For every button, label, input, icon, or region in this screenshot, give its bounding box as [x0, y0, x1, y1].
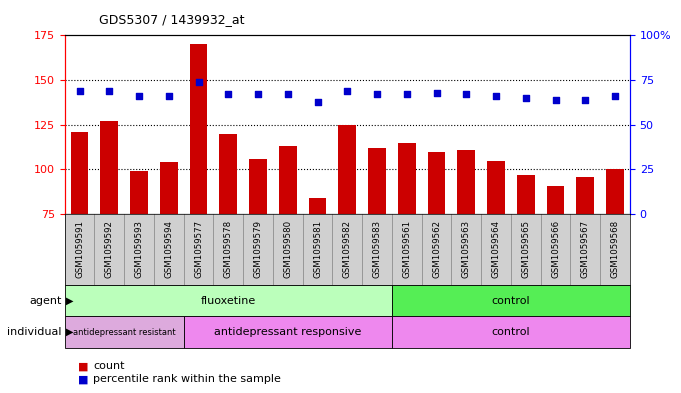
- Bar: [279, 146, 297, 214]
- Point: [312, 98, 323, 105]
- Bar: [130, 171, 148, 214]
- Text: GSM1059580: GSM1059580: [283, 220, 292, 278]
- Bar: [392, 285, 630, 316]
- Text: GSM1059592: GSM1059592: [105, 220, 114, 278]
- Point: [520, 95, 531, 101]
- Bar: [249, 159, 267, 214]
- Point: [163, 93, 174, 99]
- Text: GSM1059593: GSM1059593: [135, 220, 144, 278]
- Point: [372, 91, 383, 97]
- Point: [133, 93, 144, 99]
- Bar: [219, 134, 237, 214]
- Point: [74, 88, 85, 94]
- Text: GSM1059581: GSM1059581: [313, 220, 322, 278]
- Text: GSM1059567: GSM1059567: [581, 220, 590, 278]
- Text: ■: ■: [78, 361, 89, 371]
- Text: GSM1059561: GSM1059561: [402, 220, 411, 278]
- Text: GSM1059582: GSM1059582: [343, 220, 352, 278]
- Bar: [100, 121, 118, 214]
- Bar: [338, 125, 356, 214]
- Bar: [71, 132, 89, 214]
- Text: GDS5307 / 1439932_at: GDS5307 / 1439932_at: [99, 13, 244, 26]
- Bar: [189, 44, 208, 214]
- Bar: [392, 316, 630, 348]
- Point: [342, 88, 353, 94]
- Bar: [368, 148, 386, 214]
- Text: individual: individual: [7, 327, 61, 337]
- Bar: [308, 198, 326, 214]
- Bar: [576, 176, 595, 214]
- Bar: [547, 185, 565, 214]
- Point: [253, 91, 264, 97]
- Bar: [606, 169, 624, 214]
- Point: [431, 90, 442, 96]
- Text: GSM1059594: GSM1059594: [164, 220, 174, 278]
- Text: antidepressant responsive: antidepressant responsive: [214, 327, 362, 337]
- Text: ▶: ▶: [66, 296, 74, 306]
- Point: [401, 91, 412, 97]
- Point: [550, 97, 561, 103]
- Bar: [65, 316, 184, 348]
- Bar: [398, 143, 415, 214]
- Text: percentile rank within the sample: percentile rank within the sample: [93, 374, 281, 384]
- Text: GSM1059563: GSM1059563: [462, 220, 471, 278]
- Text: agent: agent: [29, 296, 61, 306]
- Point: [580, 97, 590, 103]
- Text: GSM1059579: GSM1059579: [253, 220, 263, 278]
- Point: [223, 91, 234, 97]
- Bar: [428, 152, 445, 214]
- Text: antidepressant resistant: antidepressant resistant: [73, 328, 176, 336]
- Text: count: count: [93, 361, 125, 371]
- Text: GSM1059565: GSM1059565: [521, 220, 530, 278]
- Point: [461, 91, 472, 97]
- Point: [193, 79, 204, 85]
- Text: GSM1059562: GSM1059562: [432, 220, 441, 278]
- Point: [490, 93, 501, 99]
- Text: control: control: [492, 296, 530, 306]
- Point: [104, 88, 115, 94]
- Text: ■: ■: [78, 374, 89, 384]
- Bar: [160, 162, 178, 214]
- Bar: [458, 150, 475, 214]
- Bar: [184, 316, 392, 348]
- Text: GSM1059566: GSM1059566: [551, 220, 560, 278]
- Bar: [487, 160, 505, 214]
- Text: GSM1059564: GSM1059564: [492, 220, 501, 278]
- Text: GSM1059583: GSM1059583: [373, 220, 381, 278]
- Text: control: control: [492, 327, 530, 337]
- Point: [609, 93, 620, 99]
- Text: GSM1059568: GSM1059568: [611, 220, 620, 278]
- Point: [283, 91, 294, 97]
- Text: GSM1059577: GSM1059577: [194, 220, 203, 278]
- Text: fluoxetine: fluoxetine: [201, 296, 256, 306]
- Text: ▶: ▶: [66, 327, 74, 337]
- Text: GSM1059578: GSM1059578: [224, 220, 233, 278]
- Bar: [517, 175, 535, 214]
- Bar: [65, 285, 392, 316]
- Text: GSM1059591: GSM1059591: [75, 220, 84, 278]
